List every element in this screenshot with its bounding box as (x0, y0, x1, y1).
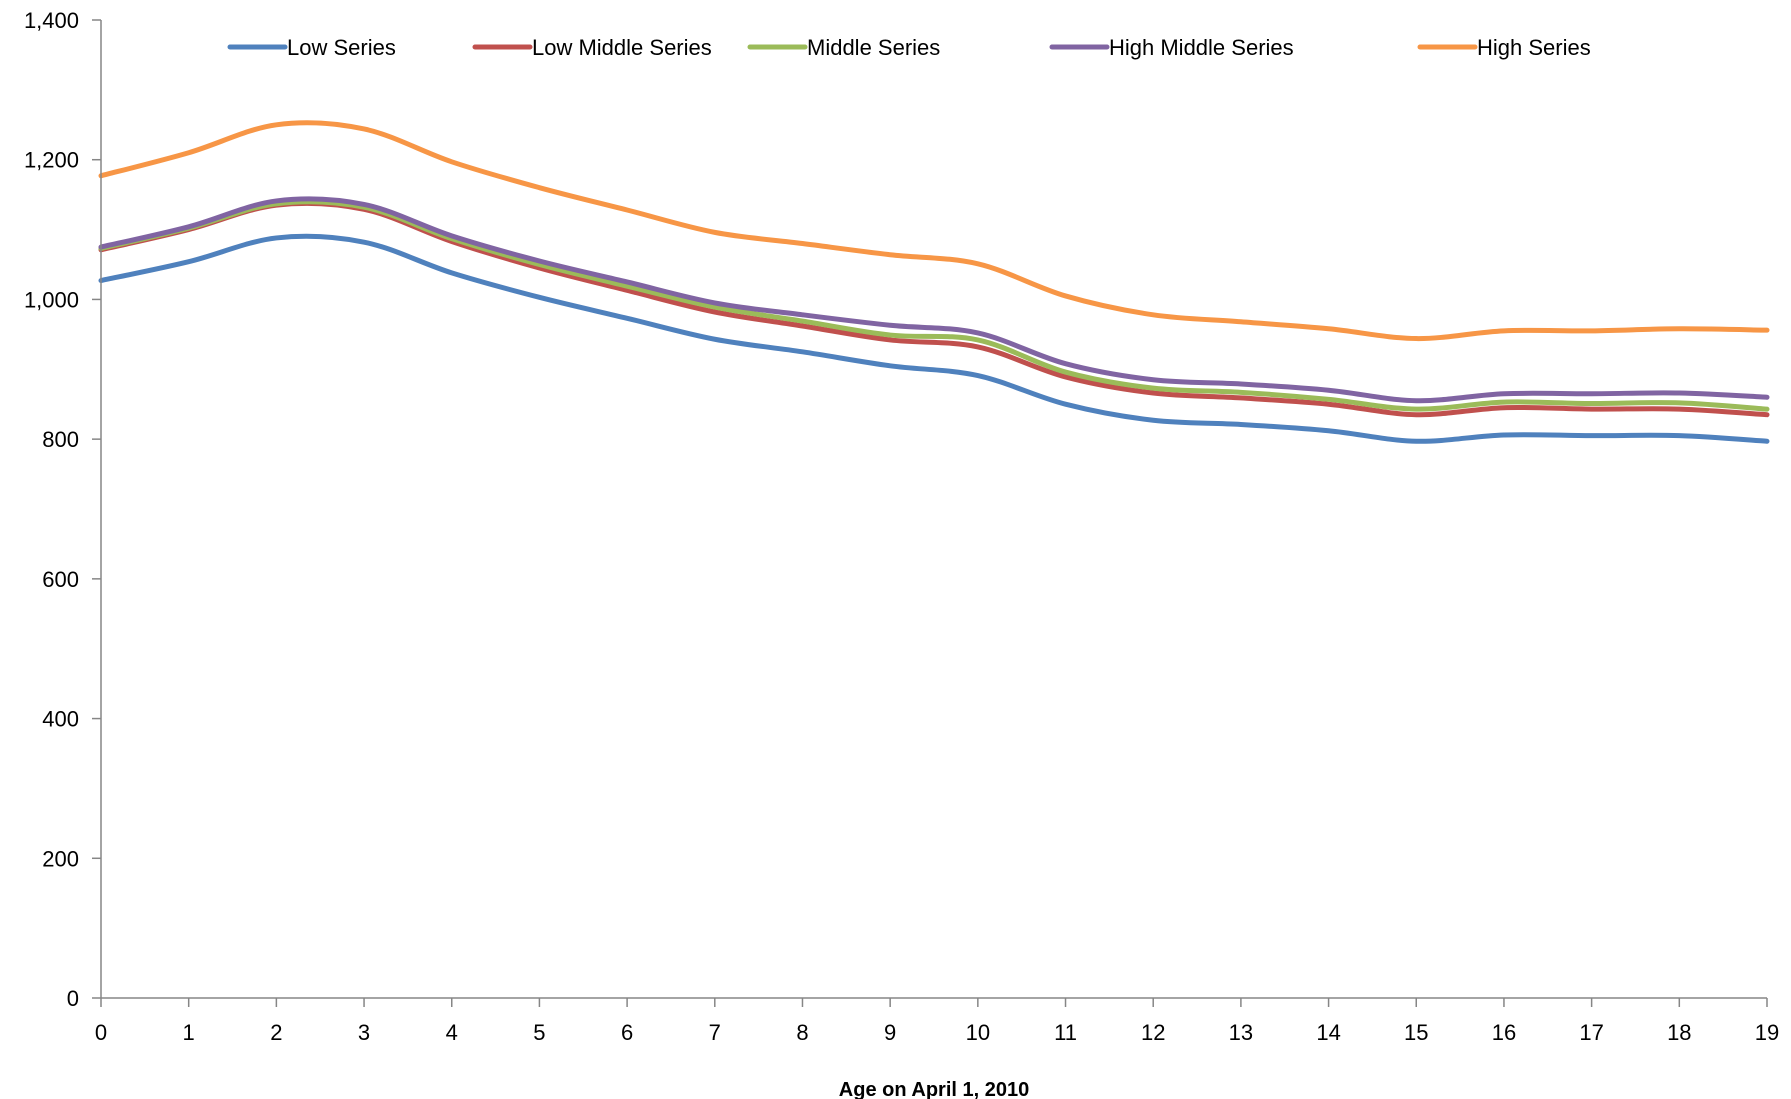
x-tick-label: 6 (621, 1020, 633, 1045)
x-tick-label: 8 (796, 1020, 808, 1045)
x-tick-label: 3 (358, 1020, 370, 1045)
x-tick-label: 12 (1141, 1020, 1165, 1045)
legend-label-low-series: Low Series (287, 35, 396, 60)
x-tick-label: 16 (1492, 1020, 1516, 1045)
series-line-low-middle-series (98, 200, 1770, 418)
x-tick-label: 14 (1316, 1020, 1340, 1045)
y-tick-label: 800 (42, 427, 79, 452)
x-tick-label: 18 (1667, 1020, 1691, 1045)
y-tick-label: 1,200 (24, 148, 79, 173)
x-tick-label: 15 (1404, 1020, 1428, 1045)
x-tick-label: 17 (1579, 1020, 1603, 1045)
y-tick-label: 1,400 (24, 8, 79, 33)
series-line-high-middle-series (98, 196, 1770, 404)
x-tick-label: 0 (95, 1020, 107, 1045)
y-tick-label: 200 (42, 846, 79, 871)
x-tick-label: 13 (1229, 1020, 1253, 1045)
x-tick-label: 7 (709, 1020, 721, 1045)
series-line-high-series (98, 120, 1770, 342)
legend-label-high-series: High Series (1477, 35, 1591, 60)
x-tick-label: 11 (1054, 1020, 1077, 1045)
x-tick-label: 4 (446, 1020, 458, 1045)
y-tick-label: 400 (42, 707, 79, 732)
x-tick-label: 10 (966, 1020, 990, 1045)
y-axis-ticks: 0 200 400 600 800 1,000 1,200 1,400 (24, 8, 101, 1011)
y-tick-label: 0 (67, 986, 79, 1011)
legend-label-low-middle-series: Low Middle Series (532, 35, 712, 60)
legend-label-middle-series: Middle Series (807, 35, 940, 60)
x-axis-ticks: 0 1 2 3 4 5 6 7 8 9 10 11 12 13 14 15 16 17 18 19 (95, 998, 1779, 1045)
series-line-low-series (98, 233, 1770, 444)
series-line-middle-series (98, 199, 1770, 412)
x-tick-label: 1 (183, 1020, 195, 1045)
x-axis-title: Age on April 1, 2010 (839, 1079, 1029, 1099)
series-lines (98, 120, 1770, 444)
x-tick-label: 9 (884, 1020, 896, 1045)
x-tick-label: 2 (270, 1020, 282, 1045)
x-tick-label: 19 (1755, 1020, 1779, 1045)
y-tick-label: 600 (42, 567, 79, 592)
legend: Low Series Low Middle Series Middle Series… (227, 35, 1591, 60)
x-tick-label: 5 (533, 1020, 545, 1045)
legend-label-high-middle-series: High Middle Series (1109, 35, 1294, 60)
y-tick-label: 1,000 (24, 287, 79, 312)
